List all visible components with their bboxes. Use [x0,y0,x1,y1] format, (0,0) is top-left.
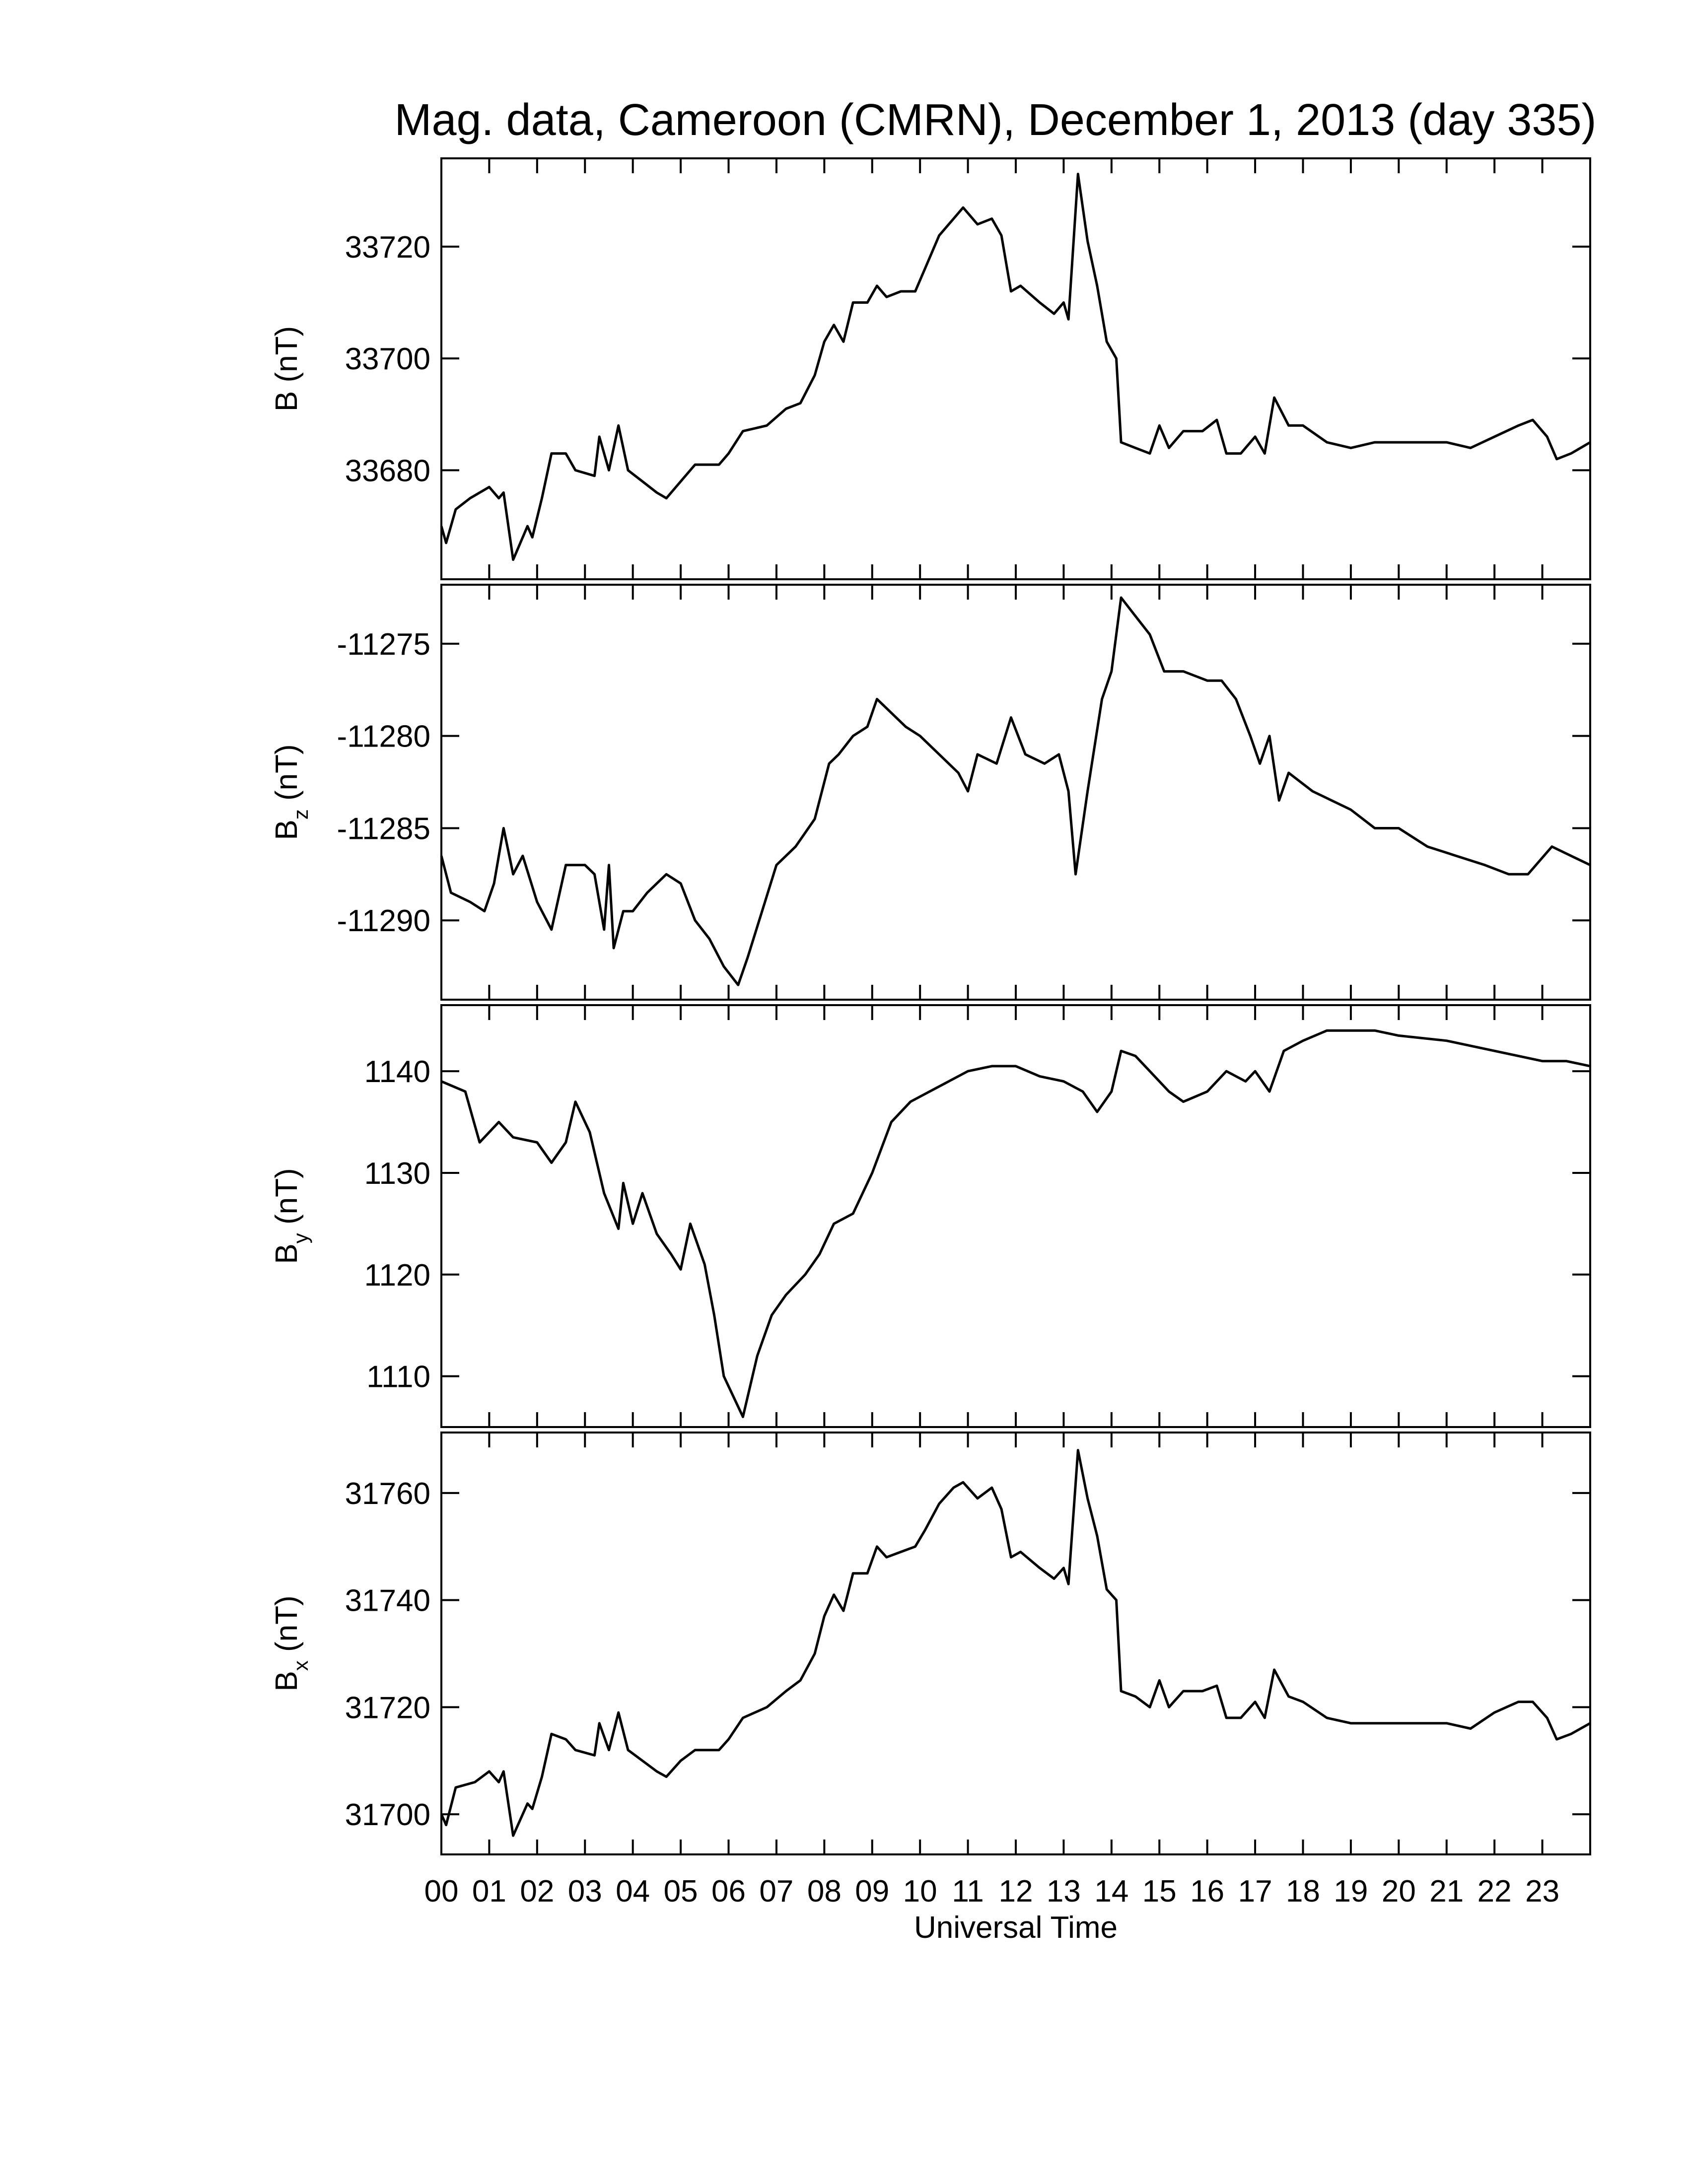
y-tick-label: -11290 [337,904,430,938]
x-tick-label: 22 [1477,1874,1512,1909]
y-tick-label: 1130 [364,1157,430,1191]
y-tick-label: 31740 [345,1584,430,1618]
y-tick-label: 1110 [366,1360,430,1394]
x-tick-label: 11 [952,1874,984,1909]
y-axis-label-base: B [270,819,304,840]
data-line [441,1029,1591,1418]
y-axis-label: Bz (nT) [270,744,312,840]
x-axis-label: Universal Time [914,1911,1118,1945]
x-tick-label: 20 [1382,1874,1416,1909]
x-tick-label: 18 [1286,1874,1320,1909]
y-tick-label: -11280 [337,720,430,754]
y-axis-label-rest: (nT) [270,1595,304,1660]
y-axis-label: Bx (nT) [270,1595,312,1691]
x-tick-label: 17 [1238,1874,1272,1909]
y-axis-label-rest: (nT) [270,1168,304,1233]
y-axis-label-base: B [270,391,304,411]
x-tick-label: 13 [1047,1874,1081,1909]
data-line [440,173,1591,561]
x-tick-label: 05 [664,1874,698,1909]
x-tick-label: 04 [616,1874,650,1909]
chart-title: Mag. data, Cameroon (CMRN), December 1, … [394,95,1596,145]
x-tick-label: 08 [807,1874,842,1909]
y-tick-label: 31760 [345,1477,430,1511]
x-tick-label: 19 [1334,1874,1368,1909]
y-axis-label-rest: (nT) [270,326,304,391]
y-tick-label: 33700 [345,342,430,376]
y-axis-label-sub: y [289,1233,312,1243]
data-line [440,1449,1591,1837]
y-axis-label-sub: z [289,809,312,819]
x-tick-label: 23 [1525,1874,1559,1909]
y-tick-label: 31700 [345,1798,430,1832]
x-tick-label: 03 [568,1874,602,1909]
y-tick-label: 33680 [345,454,430,488]
y-axis-label: By (nT) [270,1168,312,1264]
x-tick-label: 02 [520,1874,554,1909]
x-tick-label: 21 [1429,1874,1464,1909]
y-tick-label: 33720 [345,230,430,265]
x-tick-label: 09 [855,1874,889,1909]
y-tick-label: -11275 [337,627,430,662]
x-tick-label: 07 [759,1874,793,1909]
x-tick-label: 10 [903,1874,937,1909]
y-axis-label-sub: x [289,1660,312,1671]
y-tick-label: -11285 [337,812,430,846]
data-line [440,596,1591,986]
y-tick-label: 1120 [364,1258,430,1293]
x-tick-label: 01 [472,1874,506,1909]
x-tick-label: 15 [1142,1874,1177,1909]
y-axis-label: B (nT) [270,326,304,411]
y-axis-label-rest: (nT) [270,744,304,809]
x-tick-label: 14 [1094,1874,1128,1909]
y-axis-label-base: B [270,1671,304,1691]
y-tick-label: 31720 [345,1691,430,1725]
y-axis-label-base: B [270,1243,304,1264]
x-tick-label: 16 [1190,1874,1224,1909]
x-tick-label: 00 [424,1874,459,1909]
x-tick-label: 12 [999,1874,1033,1909]
y-tick-label: 1140 [364,1055,430,1089]
x-tick-label: 06 [711,1874,746,1909]
